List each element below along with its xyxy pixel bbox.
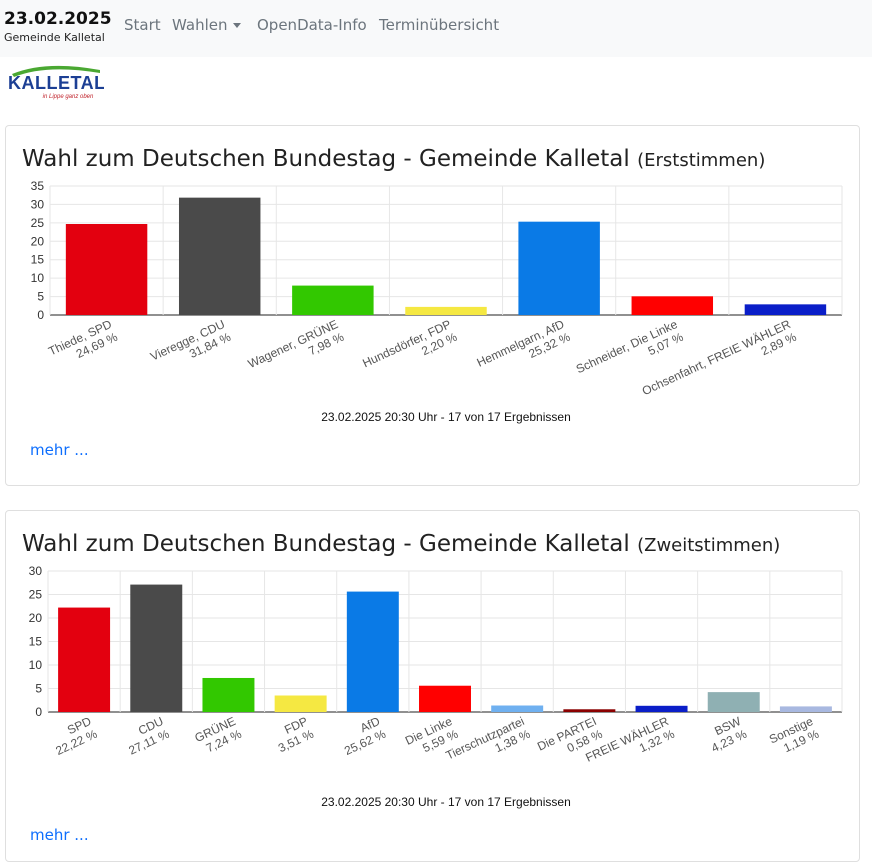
y-tick-label: 5 xyxy=(37,290,44,304)
bar xyxy=(744,304,827,315)
bar xyxy=(779,706,832,712)
logo-tagline: in Lippe ganz oben xyxy=(43,94,94,100)
nav-opendata-info[interactable]: OpenData-Info xyxy=(257,16,367,34)
kalletal-logo: KALLETAL in Lippe ganz oben xyxy=(8,65,104,100)
y-tick-label: 20 xyxy=(29,611,43,625)
y-tick-label: 10 xyxy=(31,271,45,285)
y-tick-label: 35 xyxy=(31,179,45,193)
card-subtitle: (Zweitstimmen) xyxy=(637,535,781,556)
more-link[interactable]: mehr ... xyxy=(30,826,89,844)
y-tick-label: 15 xyxy=(31,253,45,267)
bar xyxy=(405,306,487,315)
bar xyxy=(518,221,600,315)
election-card-erststimmen: Wahl zum Deutschen Bundestag - Gemeinde … xyxy=(5,125,860,486)
y-tick-label: 25 xyxy=(29,588,43,602)
y-tick-label: 15 xyxy=(29,635,43,649)
y-tick-label: 25 xyxy=(31,216,45,230)
election-card-zweitstimmen: Wahl zum Deutschen Bundestag - Gemeinde … xyxy=(5,510,860,862)
bar xyxy=(563,709,616,712)
bar xyxy=(130,584,183,712)
y-tick-label: 10 xyxy=(29,658,43,672)
bar xyxy=(635,705,688,712)
bar xyxy=(58,607,111,712)
brand-municipality[interactable]: Gemeinde Kalletal xyxy=(4,31,105,44)
card-title: Wahl zum Deutschen Bundestag - Gemeinde … xyxy=(22,146,765,172)
bar xyxy=(274,695,327,712)
logo-wordmark: KALLETAL xyxy=(8,73,104,93)
bar xyxy=(707,692,760,712)
y-tick-label: 20 xyxy=(31,234,45,248)
more-link[interactable]: mehr ... xyxy=(30,441,89,459)
chart-footer: 23.02.2025 20:30 Uhr - 17 von 17 Ergebni… xyxy=(321,410,571,424)
card-title: Wahl zum Deutschen Bundestag - Gemeinde … xyxy=(22,531,780,557)
y-tick-label: 30 xyxy=(31,197,45,211)
y-tick-label: 0 xyxy=(37,308,44,322)
card-subtitle: (Erststimmen) xyxy=(637,150,766,171)
navbar: 23.02.2025 Gemeinde Kalletal Start Wahle… xyxy=(0,0,872,57)
nav-wahlen-label: Wahlen xyxy=(172,16,228,34)
brand[interactable]: 23.02.2025 Gemeinde Kalletal xyxy=(4,8,112,45)
card-title-text: Wahl zum Deutschen Bundestag - Gemeinde … xyxy=(22,146,630,172)
chart-footer: 23.02.2025 20:30 Uhr - 17 von 17 Ergebni… xyxy=(321,795,571,809)
bar xyxy=(346,591,399,712)
brand-date[interactable]: 23.02.2025 xyxy=(4,9,112,29)
bar xyxy=(178,197,261,315)
card-title-text: Wahl zum Deutschen Bundestag - Gemeinde … xyxy=(22,531,630,557)
bar xyxy=(65,223,148,315)
y-tick-label: 5 xyxy=(35,682,42,696)
caret-down-icon xyxy=(233,23,242,28)
bar xyxy=(202,677,255,712)
nav-wahlen-dropdown[interactable]: Wahlen xyxy=(172,16,242,34)
bar xyxy=(419,685,471,712)
nav-terminuebersicht[interactable]: Terminübersicht xyxy=(379,16,500,34)
bar xyxy=(631,296,714,315)
bar xyxy=(292,285,374,315)
nav-start[interactable]: Start xyxy=(124,16,161,34)
y-tick-label: 30 xyxy=(29,564,43,578)
bar xyxy=(491,705,544,712)
y-tick-label: 0 xyxy=(35,705,42,719)
